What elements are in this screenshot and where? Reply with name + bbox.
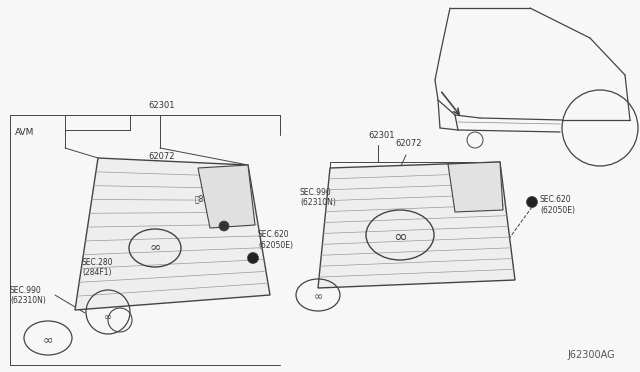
Circle shape: [527, 196, 538, 208]
Text: 62072: 62072: [148, 152, 175, 161]
Text: J62300AG: J62300AG: [568, 350, 615, 360]
Text: ( 4): ( 4): [210, 206, 223, 215]
Text: (62050E): (62050E): [258, 241, 293, 250]
Text: SEC.620: SEC.620: [540, 195, 572, 204]
Text: (62310N): (62310N): [300, 198, 336, 207]
Text: (62310N): (62310N): [10, 296, 46, 305]
Text: ∞: ∞: [393, 228, 407, 246]
Text: SEC.990: SEC.990: [10, 286, 42, 295]
Text: 62301: 62301: [148, 101, 175, 110]
Text: AVM: AVM: [15, 128, 35, 137]
Text: ∞: ∞: [104, 312, 112, 322]
Text: 62072: 62072: [395, 139, 422, 148]
Polygon shape: [318, 162, 515, 288]
Text: SEC.990: SEC.990: [300, 188, 332, 197]
Text: (284F1): (284F1): [82, 268, 111, 277]
Text: SEC.280: SEC.280: [82, 258, 113, 267]
Polygon shape: [448, 162, 503, 212]
Text: 62301: 62301: [368, 131, 394, 140]
Text: (62050E): (62050E): [540, 206, 575, 215]
Text: ∞: ∞: [149, 241, 161, 255]
Text: ∞: ∞: [314, 292, 323, 302]
Text: SEC.620: SEC.620: [258, 230, 290, 239]
Polygon shape: [75, 158, 270, 310]
Text: ∞: ∞: [43, 334, 53, 346]
Circle shape: [248, 253, 259, 263]
Circle shape: [219, 221, 229, 231]
Polygon shape: [198, 165, 255, 228]
Text: Ⓞ8B543-4105A: Ⓞ8B543-4105A: [195, 194, 252, 203]
